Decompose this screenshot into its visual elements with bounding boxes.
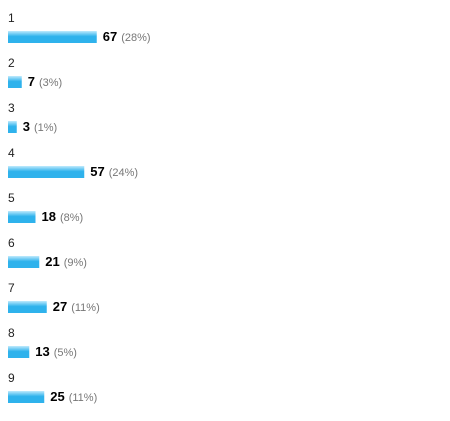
percent: (5%) xyxy=(54,347,77,359)
value-label: 18 (8%) xyxy=(42,209,84,224)
category-label: 1 xyxy=(8,11,15,25)
bar xyxy=(8,346,30,358)
percent: (8%) xyxy=(60,212,83,224)
count: 21 xyxy=(45,254,59,269)
bar xyxy=(8,301,47,313)
category-label: 6 xyxy=(8,236,15,250)
bar xyxy=(8,211,36,223)
count: 57 xyxy=(90,164,104,179)
count: 25 xyxy=(50,389,64,404)
percent: (1%) xyxy=(34,122,57,134)
percent: (24%) xyxy=(109,167,138,179)
category-label: 9 xyxy=(8,371,15,385)
value-label: 3 (1%) xyxy=(23,119,57,134)
percent: (11%) xyxy=(69,392,98,404)
value-label: 57 (24%) xyxy=(90,164,138,179)
value-label: 25 (11%) xyxy=(50,389,97,404)
bar xyxy=(8,166,85,178)
category-label: 3 xyxy=(8,101,15,115)
bar xyxy=(8,31,97,43)
value-label: 21 (9%) xyxy=(45,254,87,269)
category-label: 7 xyxy=(8,281,15,295)
category-label: 2 xyxy=(8,56,15,70)
percent: (9%) xyxy=(64,257,87,269)
count: 27 xyxy=(53,299,67,314)
percent: (3%) xyxy=(39,77,62,89)
value-label: 67 (28%) xyxy=(103,29,151,44)
bar xyxy=(8,256,40,268)
value-label: 13 (5%) xyxy=(35,344,77,359)
bar xyxy=(8,391,45,403)
count: 18 xyxy=(42,209,56,224)
value-label: 27 (11%) xyxy=(53,299,100,314)
bar xyxy=(8,121,17,133)
percent: (28%) xyxy=(121,32,150,44)
count: 67 xyxy=(103,29,117,44)
count: 3 xyxy=(23,119,30,134)
category-label: 5 xyxy=(8,191,15,205)
percent: (11%) xyxy=(71,302,100,314)
category-label: 8 xyxy=(8,326,15,340)
count: 13 xyxy=(35,344,49,359)
category-label: 4 xyxy=(8,146,15,160)
count: 7 xyxy=(28,74,35,89)
bar xyxy=(8,76,22,88)
value-label: 7 (3%) xyxy=(28,74,62,89)
